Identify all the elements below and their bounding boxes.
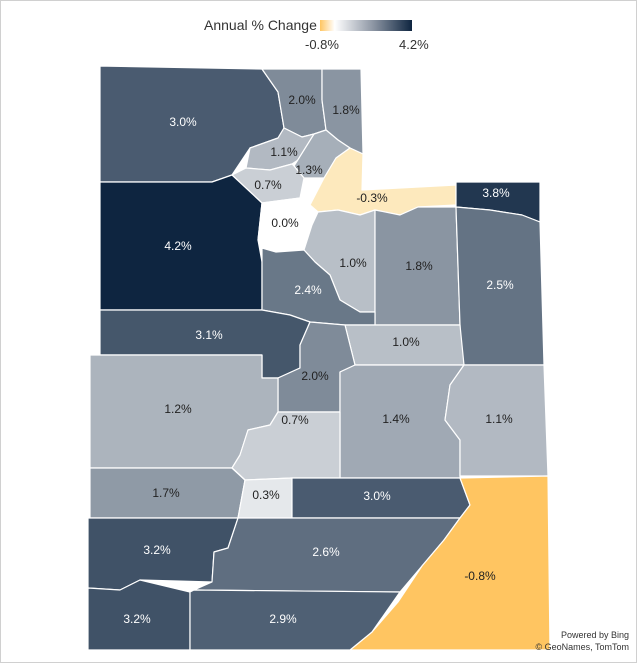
county-grand (444, 364, 549, 477)
attribution-powered-by: Powered by Bing (560, 630, 629, 640)
county-label-utah: 2.4% (294, 283, 322, 297)
counties-layer (87, 65, 551, 651)
county-label-washington: 3.2% (123, 612, 151, 626)
county-label-duchesne: 1.8% (405, 259, 433, 273)
county-label-box-elder: 3.0% (169, 115, 197, 129)
labels-layer: 3.0% 2.0% 1.8% 1.1% 1.3% 0.7% -0.3% 3.8% 4.2% 0.0… (123, 93, 514, 626)
county-label-tooele: 4.2% (164, 239, 192, 253)
county-label-davis: 0.7% (254, 178, 282, 192)
county-kane (189, 589, 401, 651)
county-label-millard: 1.2% (164, 402, 192, 416)
county-label-sanpete: 2.0% (301, 369, 329, 383)
county-label-daggett: 3.8% (482, 186, 510, 200)
legend-min-label: -0.8% (305, 37, 339, 52)
county-san-juan (349, 475, 551, 651)
county-label-grand: 1.1% (485, 412, 513, 426)
county-label-uintah: 2.5% (486, 278, 514, 292)
county-label-weber: 1.1% (270, 145, 298, 159)
county-label-garfield: 2.6% (312, 545, 340, 559)
county-label-kane: 2.9% (269, 612, 297, 626)
legend-max-label: 4.2% (399, 37, 429, 52)
county-label-cache: 2.0% (288, 93, 316, 107)
county-label-summit: -0.3% (356, 191, 388, 205)
attribution-copyright: © GeoNames, TomTom (535, 642, 630, 652)
county-label-piute: 0.3% (252, 488, 280, 502)
county-label-emery: 1.4% (382, 412, 410, 426)
legend-color-ramp (320, 20, 412, 31)
county-label-carbon: 1.0% (392, 335, 420, 349)
county-label-beaver: 1.7% (152, 486, 180, 500)
county-label-morgan: 1.3% (295, 163, 323, 177)
legend-title: Annual % Change (204, 17, 317, 33)
county-label-wasatch: 1.0% (339, 256, 367, 270)
county-label-juab: 3.1% (195, 328, 223, 342)
map-attribution: Powered by Bing © GeoNames, TomTom (536, 629, 630, 653)
county-label-rich: 1.8% (332, 103, 360, 117)
county-label-sevier: 0.7% (281, 413, 309, 427)
county-label-wayne: 3.0% (363, 489, 391, 503)
legend: Annual % Change -0.8% 4.2% (0, 0, 637, 60)
county-label-salt-lake: 0.0% (271, 216, 299, 230)
county-label-san-juan: -0.8% (464, 569, 496, 583)
county-label-iron: 3.2% (143, 543, 171, 557)
